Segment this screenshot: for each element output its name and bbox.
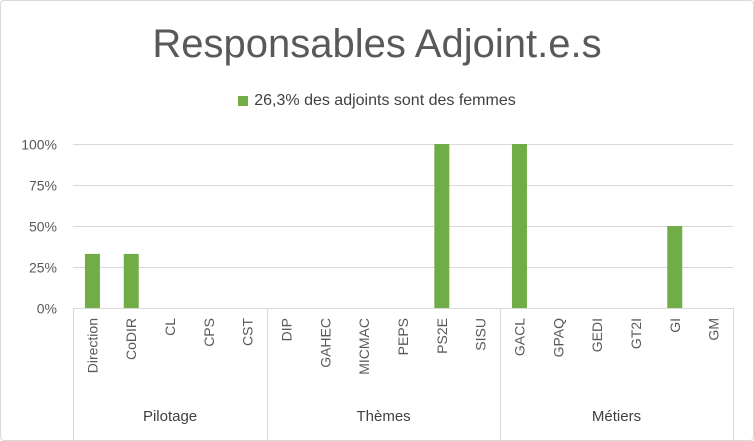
bar-direction (84, 253, 100, 308)
x-tick-label: GI (667, 318, 683, 333)
x-tick-label: MICMAC (356, 318, 372, 375)
legend-entry: 26,3% des adjoints sont des femmes (254, 92, 516, 109)
bar-gi (667, 226, 683, 308)
x-tick-label: SISU (473, 318, 489, 351)
bar-codir (123, 253, 139, 308)
x-tick-label: Direction (84, 318, 100, 373)
y-tick-label: 50% (29, 219, 57, 235)
x-tick-label: CPS (201, 318, 217, 347)
x-tick-label: CL (162, 318, 178, 336)
x-tick-label: PEPS (395, 318, 411, 355)
group-label: Pilotage (143, 408, 197, 425)
group-label: Métiers (592, 408, 641, 425)
x-tick-label: GPAQ (550, 318, 566, 358)
legend-swatch (238, 96, 249, 106)
x-tick-label: GAHEC (317, 318, 333, 368)
x-tick-label: GEDI (589, 318, 605, 352)
bar-ps2e (434, 144, 450, 308)
axes: 0% 25% 50% 75% 100% Direction CoDIR CL CPS CST DIP… (21, 137, 734, 441)
y-tick-label: 75% (29, 178, 57, 194)
group-label: Thèmes (356, 408, 410, 425)
x-tick-label: PS2E (434, 318, 450, 354)
x-tick-label: GM (706, 318, 722, 341)
x-tick-label: GACL (511, 318, 527, 356)
x-tick-label: GT2I (628, 318, 644, 349)
x-tick-label: DIP (279, 318, 295, 341)
x-tick-label: CST (240, 318, 256, 346)
bars (84, 144, 683, 308)
y-tick-label: 0% (37, 301, 57, 317)
gridlines (73, 144, 733, 268)
y-tick-label: 25% (29, 260, 57, 276)
bar-gacl (511, 144, 527, 308)
x-tick-label: CoDIR (123, 318, 139, 360)
y-tick-label: 100% (21, 137, 57, 153)
chart-title: Responsables Adjoint.e.s (152, 22, 602, 66)
legend: 26,3% des adjoints sont des femmes (0, 92, 754, 110)
